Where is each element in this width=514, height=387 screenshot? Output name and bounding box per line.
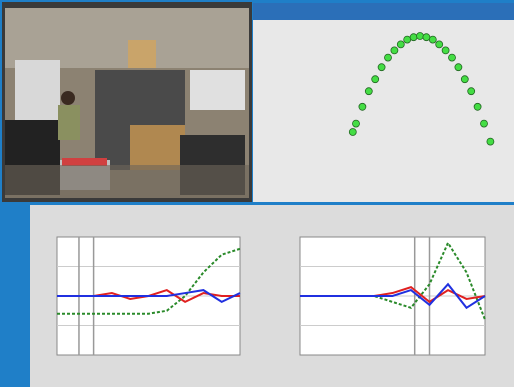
- point: [404, 36, 411, 43]
- point: [436, 41, 443, 48]
- point: [487, 138, 494, 145]
- point: [378, 64, 385, 71]
- point: [481, 120, 488, 127]
- point: [410, 34, 417, 41]
- point: [455, 64, 462, 71]
- camera-window: [2, 2, 252, 202]
- point: [449, 54, 456, 61]
- point: [349, 129, 356, 136]
- title-bar: [253, 3, 514, 20]
- point: [365, 88, 372, 95]
- point: [385, 54, 392, 61]
- point: [397, 41, 404, 48]
- point: [429, 36, 436, 43]
- point: [353, 120, 360, 127]
- trajectory-panel: [253, 20, 514, 202]
- point: [372, 76, 379, 83]
- point: [417, 33, 424, 40]
- point: [474, 103, 481, 110]
- point: [423, 34, 430, 41]
- point: [391, 47, 398, 54]
- point: [468, 88, 475, 95]
- point: [461, 76, 468, 83]
- point: [359, 103, 366, 110]
- screen: [0, 0, 514, 387]
- point: [442, 47, 449, 54]
